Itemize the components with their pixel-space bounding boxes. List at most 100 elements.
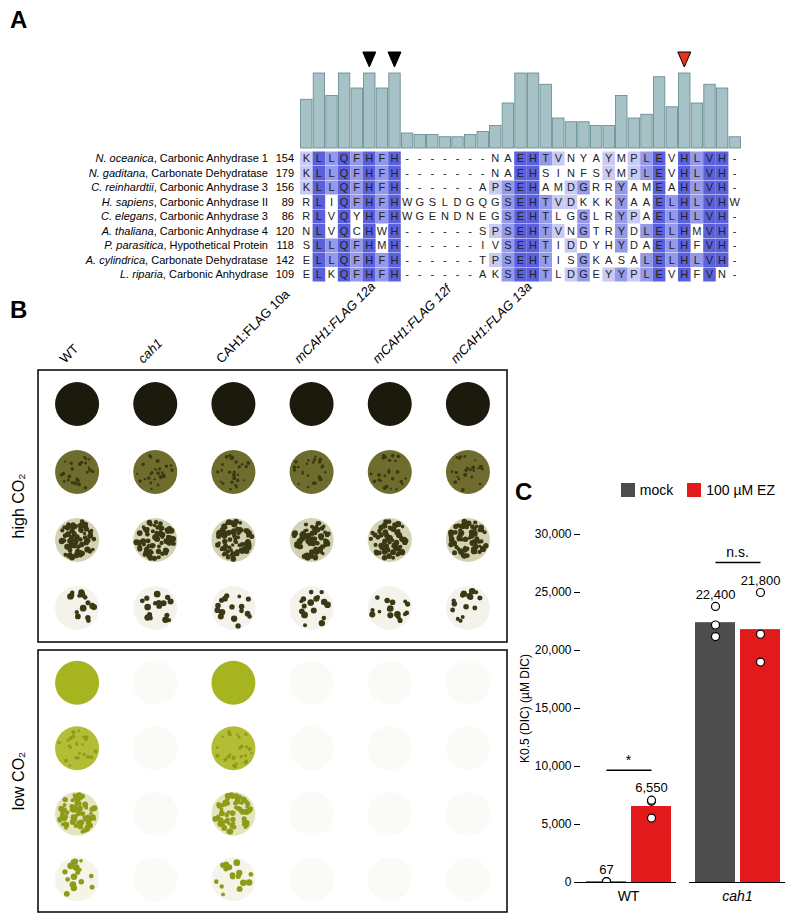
svg-text:V: V bbox=[328, 225, 336, 237]
svg-text:W: W bbox=[402, 196, 413, 208]
svg-text:A: A bbox=[643, 196, 651, 208]
svg-text:mCAH1:FLAG 13a: mCAH1:FLAG 13a bbox=[447, 279, 534, 366]
svg-text:-: - bbox=[468, 268, 472, 280]
svg-text:B: B bbox=[10, 296, 27, 323]
svg-text:K: K bbox=[605, 196, 613, 208]
svg-text:D: D bbox=[630, 239, 638, 251]
svg-text:L: L bbox=[316, 167, 322, 179]
svg-text:A: A bbox=[643, 239, 651, 251]
svg-text:Y: Y bbox=[618, 239, 626, 251]
svg-text:E: E bbox=[517, 225, 524, 237]
svg-text:F: F bbox=[353, 152, 360, 164]
svg-text:N: N bbox=[567, 225, 575, 237]
svg-text:Y: Y bbox=[618, 225, 626, 237]
svg-text:D: D bbox=[630, 225, 638, 237]
svg-text:Q: Q bbox=[340, 239, 349, 251]
svg-text:Y: Y bbox=[618, 268, 626, 280]
svg-text:S: S bbox=[567, 254, 574, 266]
svg-text:S: S bbox=[429, 196, 436, 208]
svg-text:H: H bbox=[718, 254, 726, 266]
svg-text:-: - bbox=[405, 181, 409, 193]
svg-text:L: L bbox=[316, 239, 322, 251]
svg-text:109: 109 bbox=[276, 268, 294, 280]
svg-text:L: L bbox=[316, 210, 322, 222]
svg-text:-: - bbox=[405, 152, 409, 164]
svg-text:156: 156 bbox=[276, 181, 294, 193]
svg-text:H: H bbox=[365, 167, 373, 179]
svg-text:-: - bbox=[733, 152, 737, 164]
svg-text:H: H bbox=[680, 152, 688, 164]
svg-text:R: R bbox=[605, 181, 613, 193]
svg-text:P: P bbox=[492, 254, 499, 266]
svg-text:E: E bbox=[429, 210, 436, 222]
svg-text:H: H bbox=[529, 181, 537, 193]
svg-text:-: - bbox=[468, 167, 472, 179]
svg-text:D: D bbox=[567, 196, 575, 208]
svg-text:Q: Q bbox=[340, 152, 349, 164]
svg-text:-: - bbox=[418, 239, 422, 251]
svg-text:N. gaditana, Carbonate Dehydra: N. gaditana, Carbonate Dehydratase bbox=[89, 167, 268, 179]
svg-text:P: P bbox=[630, 167, 637, 179]
svg-text:V: V bbox=[706, 268, 714, 280]
svg-text:-: - bbox=[443, 167, 447, 179]
svg-text:L: L bbox=[328, 152, 334, 164]
svg-text:-: - bbox=[468, 225, 472, 237]
svg-text:G: G bbox=[579, 210, 588, 222]
svg-text:L: L bbox=[316, 152, 322, 164]
svg-text:H: H bbox=[365, 225, 373, 237]
svg-text:A: A bbox=[592, 152, 600, 164]
svg-text:89: 89 bbox=[282, 196, 294, 208]
svg-text:-: - bbox=[443, 268, 447, 280]
svg-text:-: - bbox=[733, 225, 737, 237]
svg-text:-: - bbox=[468, 254, 472, 266]
svg-text:R: R bbox=[605, 210, 613, 222]
svg-text:E: E bbox=[517, 152, 524, 164]
svg-text:E: E bbox=[592, 268, 599, 280]
svg-text:Q: Q bbox=[478, 196, 487, 208]
svg-text:M: M bbox=[692, 225, 701, 237]
svg-text:-: - bbox=[481, 152, 485, 164]
svg-text:W: W bbox=[377, 225, 388, 237]
svg-text:-: - bbox=[418, 254, 422, 266]
svg-text:*: * bbox=[626, 752, 632, 768]
svg-text:-: - bbox=[405, 239, 409, 251]
svg-text:H: H bbox=[365, 239, 373, 251]
svg-text:V: V bbox=[706, 181, 714, 193]
svg-text:K: K bbox=[592, 196, 600, 208]
svg-text:L: L bbox=[316, 196, 322, 208]
svg-text:-: - bbox=[430, 268, 434, 280]
svg-text:C: C bbox=[515, 478, 532, 505]
svg-text:H: H bbox=[365, 196, 373, 208]
svg-text:0: 0 bbox=[565, 875, 572, 889]
svg-text:L: L bbox=[643, 225, 649, 237]
svg-text:22,400: 22,400 bbox=[696, 587, 736, 602]
svg-text:L: L bbox=[669, 225, 675, 237]
svg-text:H: H bbox=[365, 210, 373, 222]
svg-text:V: V bbox=[706, 254, 714, 266]
svg-text:H: H bbox=[529, 254, 537, 266]
svg-text:N: N bbox=[491, 152, 499, 164]
svg-text:V: V bbox=[668, 167, 676, 179]
svg-text:5,000: 5,000 bbox=[541, 817, 571, 831]
svg-text:-: - bbox=[456, 239, 460, 251]
svg-text:Y: Y bbox=[592, 239, 600, 251]
svg-text:K: K bbox=[328, 268, 336, 280]
svg-text:-: - bbox=[430, 181, 434, 193]
svg-text:A: A bbox=[668, 181, 676, 193]
svg-text:142: 142 bbox=[276, 254, 294, 266]
svg-text:F: F bbox=[694, 268, 701, 280]
svg-text:A. thaliana, Carbonic Anhydras: A. thaliana, Carbonic Anhydrase 4 bbox=[101, 225, 268, 237]
svg-text:Q: Q bbox=[340, 196, 349, 208]
svg-text:A: A bbox=[630, 254, 638, 266]
svg-text:S: S bbox=[592, 167, 599, 179]
svg-text:I: I bbox=[557, 254, 560, 266]
svg-text:E: E bbox=[655, 254, 662, 266]
svg-text:D: D bbox=[567, 181, 575, 193]
svg-text:V: V bbox=[492, 239, 500, 251]
svg-text:T: T bbox=[542, 268, 549, 280]
svg-text:E: E bbox=[517, 210, 524, 222]
svg-text:H. sapiens, Carbonic Anhydrase: H. sapiens, Carbonic Anhydrase II bbox=[102, 196, 268, 208]
svg-text:154: 154 bbox=[276, 152, 294, 164]
svg-text:K: K bbox=[303, 152, 311, 164]
svg-text:L: L bbox=[694, 152, 700, 164]
